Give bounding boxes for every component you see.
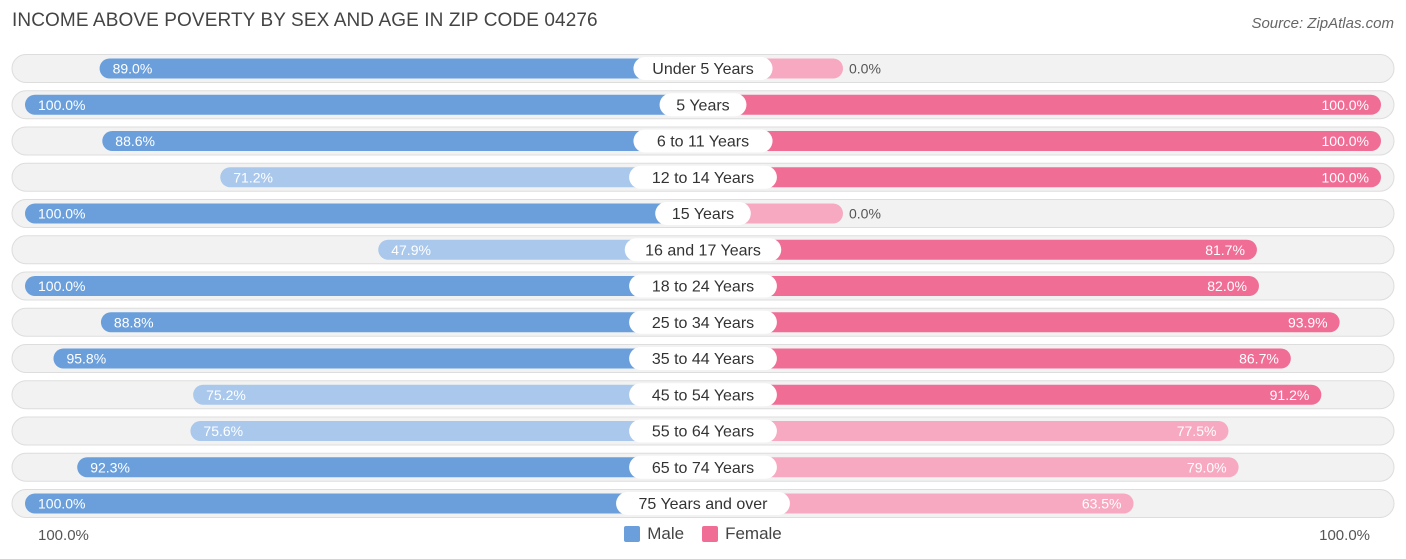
- male-value-label: 92.3%: [90, 459, 130, 475]
- category-pill: [633, 57, 773, 80]
- female-bar: [703, 312, 1340, 333]
- legend-label-female: Female: [725, 524, 782, 543]
- male-bar: [190, 421, 703, 441]
- category-pill: [616, 492, 790, 515]
- female-value-label: 0.0%: [849, 61, 881, 77]
- male-value-label: 75.2%: [206, 387, 246, 403]
- male-value-label: 75.6%: [203, 423, 243, 439]
- legend-label-male: Male: [647, 524, 685, 543]
- category-pill: [629, 274, 777, 298]
- female-value-label: 93.9%: [1288, 314, 1328, 330]
- male-bar: [25, 94, 703, 115]
- female-bar: [703, 94, 1381, 115]
- female-value-label: 100.0%: [1322, 169, 1369, 185]
- female-value-label: 100.0%: [1322, 133, 1369, 149]
- male-value-label: 100.0%: [38, 278, 85, 294]
- female-bar: [703, 457, 1239, 478]
- category-label-18-to-24-years: 18 to 24 Years: [652, 279, 754, 296]
- male-bar: [100, 312, 704, 333]
- legend-swatch-female: [702, 526, 719, 542]
- category-label-6-to-11-years: 6 to 11 Years: [657, 134, 749, 151]
- female-value-label: 100.0%: [1322, 97, 1369, 113]
- male-bar: [220, 167, 704, 188]
- female-value-label: 0.0%: [849, 206, 881, 222]
- male-value-label: 100.0%: [38, 496, 85, 512]
- male-value-label: 100.0%: [38, 97, 85, 113]
- category-label-25-to-34-years: 25 to 34 Years: [652, 315, 754, 332]
- category-label-35-to-44-years: 35 to 44 Years: [652, 351, 754, 368]
- category-pill: [659, 93, 747, 117]
- legend-item-male: Male: [624, 524, 684, 544]
- male-value-label: 88.6%: [115, 133, 155, 149]
- legend: Male Female: [0, 524, 1406, 544]
- male-bar: [99, 58, 703, 79]
- category-pill: [629, 310, 777, 334]
- female-value-label: 79.0%: [1187, 459, 1227, 475]
- female-bar: [703, 384, 1322, 405]
- category-pill: [629, 347, 777, 370]
- female-bar: [703, 276, 1259, 296]
- category-pill: [629, 455, 777, 479]
- axis-left-label: 100.0%: [38, 527, 89, 544]
- male-bar: [378, 239, 703, 260]
- male-value-label: 47.9%: [391, 242, 431, 258]
- category-pill: [633, 129, 773, 153]
- category-label-under-5-years: Under 5 Years: [652, 61, 753, 78]
- category-label-16-and-17-years: 16 and 17 Years: [645, 242, 761, 259]
- female-value-label: 86.7%: [1239, 351, 1279, 367]
- female-bar: [703, 348, 1291, 369]
- male-bar: [25, 493, 703, 514]
- category-pill: [629, 383, 777, 407]
- male-bar: [53, 348, 703, 369]
- female-value-label: 63.5%: [1082, 496, 1122, 512]
- female-bar: [703, 239, 1257, 260]
- female-value-label: 81.7%: [1205, 242, 1245, 258]
- category-pill: [624, 238, 782, 262]
- female-bar: [703, 493, 1134, 514]
- female-value-label: 91.2%: [1270, 387, 1310, 403]
- female-bar: [703, 421, 1229, 441]
- axis-right-label: 100.0%: [1319, 527, 1370, 544]
- category-pill: [629, 419, 777, 443]
- category-label-55-to-64-years: 55 to 64 Years: [652, 424, 754, 441]
- category-pill: [655, 202, 751, 225]
- female-bar: [703, 167, 1381, 188]
- chart-source: Source: ZipAtlas.com: [1251, 15, 1394, 32]
- male-bar: [77, 457, 704, 478]
- category-label-75-years-and-over: 75 Years and over: [639, 496, 769, 513]
- legend-swatch-male: [624, 526, 641, 542]
- male-value-label: 100.0%: [38, 206, 85, 222]
- category-label-15-years: 15 Years: [672, 206, 734, 223]
- category-pill: [629, 165, 777, 189]
- category-label-12-to-14-years: 12 to 14 Years: [652, 170, 754, 187]
- category-label-65-to-74-years: 65 to 74 Years: [652, 460, 754, 477]
- male-value-label: 88.8%: [114, 314, 154, 330]
- male-bar: [102, 131, 704, 151]
- legend-item-female: Female: [702, 524, 782, 544]
- female-value-label: 82.0%: [1207, 278, 1247, 294]
- male-value-label: 71.2%: [233, 169, 273, 185]
- category-label-5-years: 5 Years: [676, 97, 729, 114]
- male-bar: [25, 276, 703, 296]
- female-bar: [703, 131, 1381, 151]
- category-label-45-to-54-years: 45 to 54 Years: [652, 387, 754, 404]
- male-value-label: 95.8%: [66, 351, 106, 367]
- male-bar: [25, 203, 703, 224]
- male-value-label: 89.0%: [113, 61, 153, 77]
- chart-title: INCOME ABOVE POVERTY BY SEX AND AGE IN Z…: [12, 10, 598, 31]
- male-bar: [193, 384, 704, 405]
- female-value-label: 77.5%: [1177, 423, 1217, 439]
